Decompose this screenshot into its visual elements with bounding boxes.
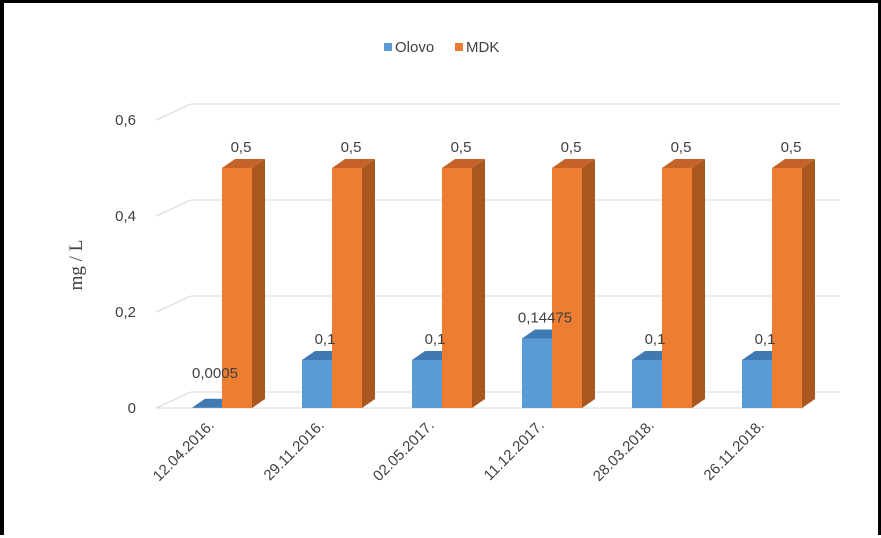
- data-label-olovo: 0,1: [755, 331, 776, 348]
- data-label-mdk: 0,5: [451, 139, 472, 156]
- y-tick-label: 0,2: [115, 304, 136, 321]
- data-label-mdk: 0,5: [231, 139, 252, 156]
- bar-side: [582, 159, 595, 408]
- bar-front: [742, 360, 772, 408]
- bar-front: [412, 360, 442, 408]
- legend-swatch-mdk: [455, 43, 463, 51]
- bar-front: [552, 168, 582, 408]
- x-tick-label: 28.03.2018.: [590, 417, 658, 485]
- x-tick-label: 12.04.2016.: [150, 417, 218, 485]
- bar-mdk: [552, 159, 595, 408]
- data-label-olovo: 0,1: [645, 331, 666, 348]
- y-axis-label: mg / L: [66, 240, 87, 291]
- bar-front: [522, 339, 552, 408]
- bar-side: [252, 159, 265, 408]
- data-label-mdk: 0,5: [561, 139, 582, 156]
- depth-gridline: [156, 392, 191, 408]
- x-tick-label: 29.11.2016.: [261, 417, 328, 484]
- bar-mdk: [662, 159, 705, 408]
- bar-mdk: [772, 159, 815, 408]
- depth-gridline: [156, 296, 191, 312]
- bar-side: [472, 159, 485, 408]
- depth-gridline: [156, 104, 191, 120]
- depth-gridline: [156, 200, 191, 216]
- bar-mdk: [442, 159, 485, 408]
- bar-front: [442, 168, 472, 408]
- bar-chart: 0 0,2 0,4 0,6 0,0005 0,5 12.04.2016. 0,1 0,5 29.1…: [4, 3, 881, 538]
- legend-label-mdk: MDK: [466, 39, 499, 56]
- y-tick-label: 0,4: [115, 208, 136, 225]
- bar-side: [362, 159, 375, 408]
- x-tick-label: 26.11.2018.: [701, 417, 768, 484]
- bar-front: [302, 360, 332, 408]
- bar-front: [772, 168, 802, 408]
- bar-front: [632, 360, 662, 408]
- data-label-olovo: 0,14475: [518, 310, 572, 327]
- y-tick-label: 0: [128, 400, 136, 417]
- bar-mdk: [332, 159, 375, 408]
- data-label-mdk: 0,5: [671, 139, 692, 156]
- bar-side: [802, 159, 815, 408]
- y-tick-label: 0,6: [115, 112, 136, 129]
- x-tick-label: 11.12.2017.: [481, 417, 548, 484]
- legend-swatch-olovo: [384, 43, 392, 51]
- data-label-mdk: 0,5: [341, 139, 362, 156]
- data-label-mdk: 0,5: [781, 139, 802, 156]
- legend-label-olovo: Olovo: [395, 39, 434, 56]
- bar-front: [332, 168, 362, 408]
- data-label-olovo: 0,1: [315, 331, 336, 348]
- bar-side: [692, 159, 705, 408]
- data-label-olovo: 0,1: [425, 331, 446, 348]
- data-label-olovo: 0,0005: [192, 365, 238, 382]
- x-tick-label: 02.05.2017.: [370, 417, 438, 485]
- bar-front: [662, 168, 692, 408]
